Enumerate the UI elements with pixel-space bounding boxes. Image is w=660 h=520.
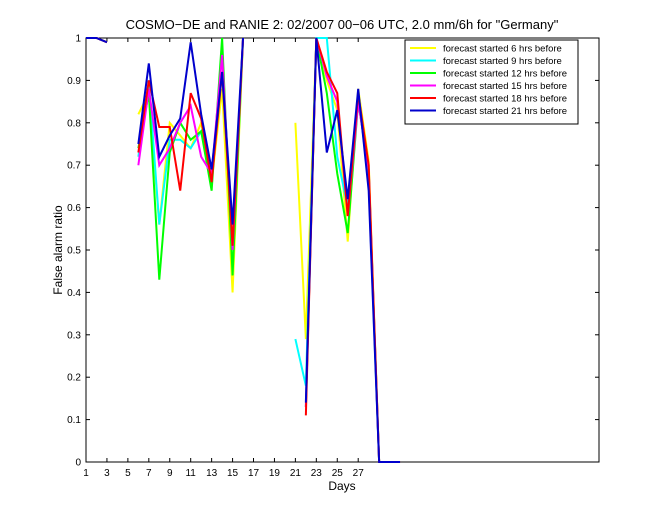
x-tick-label: 7	[146, 468, 152, 479]
legend-label: forecast started 6 hrs before	[443, 44, 562, 55]
series-6	[86, 37, 401, 463]
legend-label: forecast started 21 hrs before	[443, 106, 567, 117]
x-tick-label: 11	[185, 468, 196, 479]
x-tick-label: 17	[248, 468, 260, 479]
legend-label: forecast started 12 hrs before	[443, 69, 567, 80]
x-axis-label: Days	[328, 479, 355, 493]
legend-label: forecast started 18 hrs before	[443, 94, 567, 105]
x-tick-label: 5	[125, 468, 131, 479]
x-tick-label: 21	[290, 468, 302, 479]
x-tick-label: 1	[83, 468, 89, 479]
y-tick-label: 0.2	[67, 373, 81, 384]
y-tick-label: 1	[75, 34, 81, 45]
legend-label: forecast started 15 hrs before	[443, 81, 567, 92]
x-tick-label: 3	[104, 468, 110, 479]
x-tick-label: 23	[311, 468, 323, 479]
y-tick-label: 0.6	[67, 203, 81, 214]
y-tick-label: 0.3	[67, 330, 81, 341]
y-tick-label: 0	[75, 458, 81, 469]
x-axis: 1 3 5 7 9 11 13 15 17 19 21 23 25 27	[83, 38, 364, 479]
y-tick-label: 0.8	[67, 118, 81, 129]
x-tick-label: 27	[353, 468, 365, 479]
x-tick-label: 15	[227, 468, 239, 479]
y-axis-label: False alarm ratio	[51, 205, 65, 295]
y-tick-label: 0.7	[67, 161, 81, 172]
x-tick-label: 13	[206, 468, 218, 479]
x-tick-label: 19	[269, 468, 281, 479]
legend-label: forecast started 9 hrs before	[443, 56, 562, 67]
y-tick-label: 0.9	[67, 76, 81, 87]
x-tick-label: 9	[167, 468, 173, 479]
y-tick-label: 0.4	[67, 288, 81, 299]
y-tick-label: 0.1	[67, 415, 81, 426]
chart-title: COSMO−DE and RANIE 2: 02/2007 00−06 UTC,…	[126, 17, 559, 32]
x-tick-label: 25	[332, 468, 344, 479]
y-axis: 0 0.1 0.2 0.3 0.4 0.5 0.6 0.7 0.8 0.9 1	[67, 34, 599, 469]
series-line	[86, 37, 401, 463]
y-tick-label: 0.5	[67, 246, 81, 257]
series-layer	[86, 37, 401, 463]
